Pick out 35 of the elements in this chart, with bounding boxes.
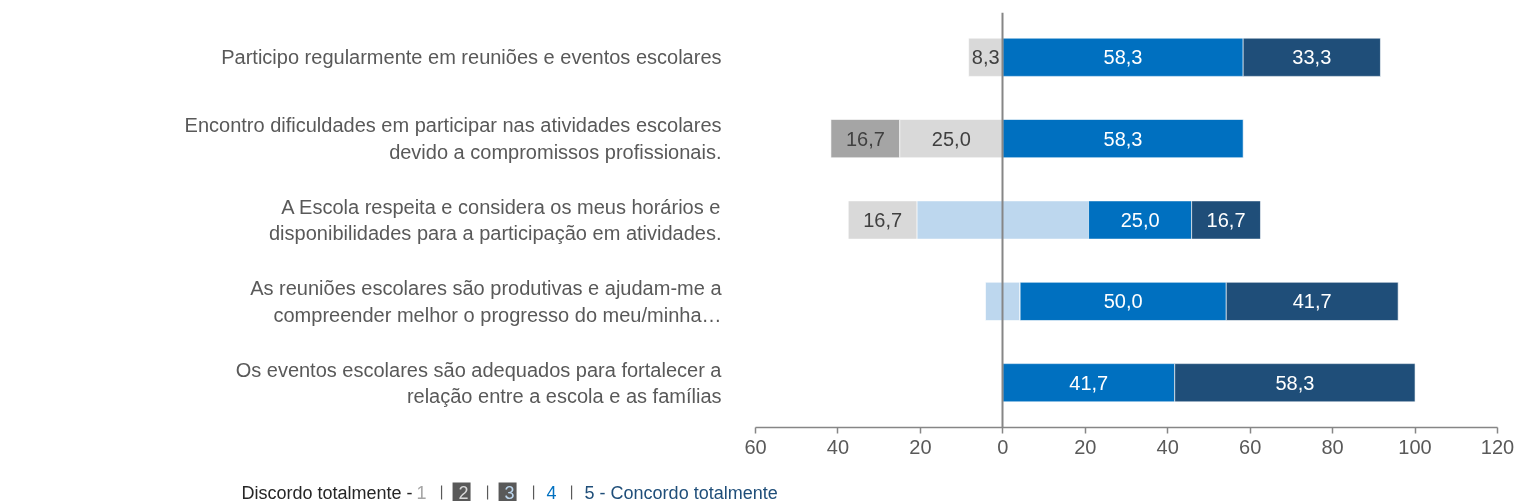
text: 4 <box>546 483 557 501</box>
text: 5 - Concordo totalmente <box>584 482 778 501</box>
x-tick-label: 60 <box>1239 435 1262 458</box>
data-label: 58,3 <box>1275 371 1315 394</box>
x-tick-label: 0 <box>997 435 1009 458</box>
x-tick-label: 40 <box>1156 435 1179 458</box>
text: 2 <box>458 483 469 501</box>
y-tick-label: Os eventos escolares são adequados para fortalecer a relação entre a escola e as famílias <box>235 358 723 407</box>
data-label: 25,0 <box>1120 209 1160 231</box>
x-tick-label: 20 <box>1074 435 1097 458</box>
y-tick-label: Participo regularmente em reuniões e eventos escolares <box>221 46 722 69</box>
y-tick-label: As reuniões escolares são produtivas e ajudam-me a compreender melhor o progresso do meu/minha… <box>250 277 723 326</box>
bar <box>1002 119 1244 159</box>
data-label: 58,3 <box>1103 127 1143 150</box>
data-label: 33,3 <box>1292 46 1332 69</box>
data-label: 41,7 <box>1292 290 1332 313</box>
legend-title: Discordo totalmente - <box>241 482 413 501</box>
data-label: 41,7 <box>1069 371 1109 394</box>
data-label: 16,7 <box>1206 209 1246 231</box>
data-label: 16,7 <box>845 127 885 150</box>
x-tick-label: 100 <box>1398 435 1432 458</box>
text: 3 <box>504 483 515 501</box>
data-label: 8,3 <box>971 46 1000 69</box>
y-tick-label: Encontro dificuldades em participar nas atividades escolares devido a compromissos profissionais. <box>184 114 722 163</box>
data-label: 50,0 <box>1103 290 1143 313</box>
data-label: 16,7 <box>863 209 903 231</box>
data-label: 58,3 <box>1103 46 1143 69</box>
x-tick-label: 120 <box>1480 435 1515 458</box>
x-tick-label: 20 <box>909 435 932 458</box>
text: 1 <box>416 483 427 501</box>
x-tick-label: 60 <box>744 435 767 458</box>
x-tick-label: 80 <box>1321 435 1344 458</box>
y-tick-label: A Escola respeita e considera os meus horários e disponibilidades para a participação em atividades. <box>269 195 722 245</box>
data-label: 25,0 <box>931 127 971 150</box>
x-tick-label: 40 <box>826 435 850 458</box>
